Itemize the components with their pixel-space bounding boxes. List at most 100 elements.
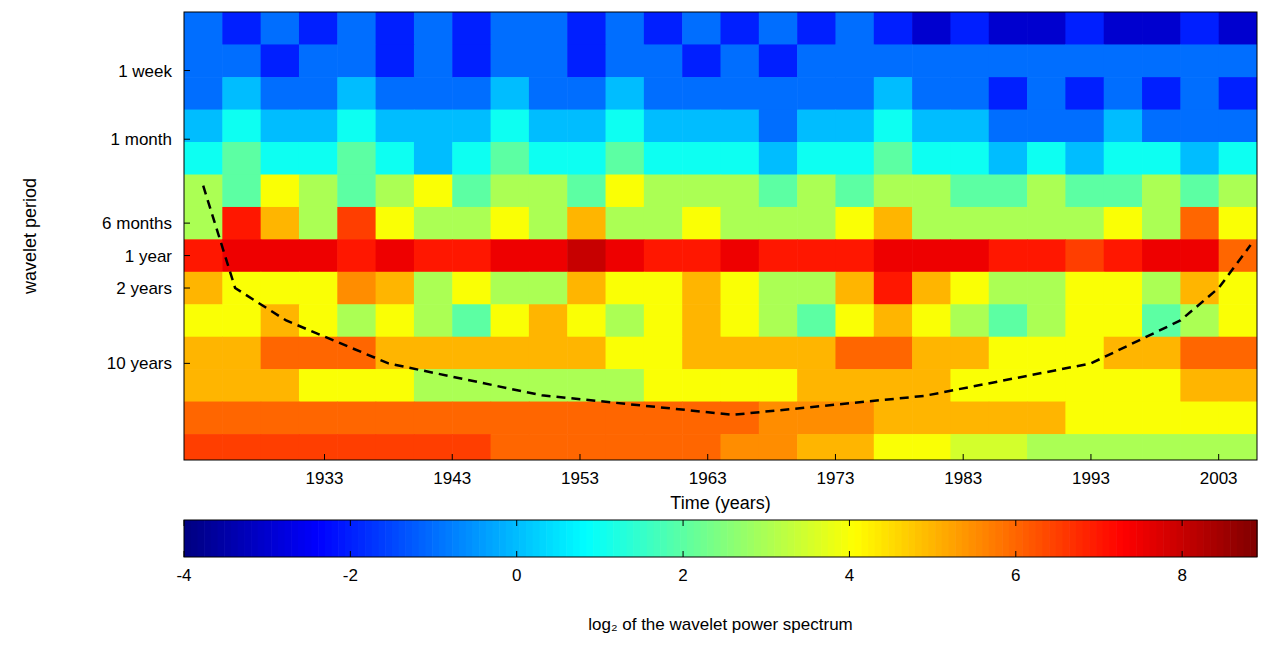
heat-cell [682,77,721,110]
heat-cell [299,272,338,305]
colorbar-step [881,520,888,557]
heat-cell [414,369,453,402]
colorbar-tick [683,551,684,557]
heat-cell [337,207,376,240]
heat-cell [644,142,683,175]
heat-cell [644,12,683,45]
colorbar-step [419,520,426,557]
colorbar-step [1083,520,1090,557]
colorbar-step [1036,520,1043,557]
colorbar-step [278,520,285,557]
colorbar-step [700,520,707,557]
heat-cell [184,12,223,45]
colorbar-step [1063,520,1070,557]
heat-cell [184,175,223,208]
heat-cell [989,402,1028,435]
x-tick [579,454,580,460]
heat-cell [721,207,760,240]
colorbar-step [875,520,882,557]
colorbar-step [1156,520,1163,557]
heat-cell [874,239,913,272]
heat-cell [874,77,913,110]
heat-cell [874,12,913,45]
heat-cell [414,77,453,110]
heat-cell [222,369,261,402]
heat-cell [452,402,491,435]
heat-cell [184,110,223,143]
heat-cell [721,239,760,272]
heat-cell [721,402,760,435]
heat-cell [261,77,300,110]
colorbar-step [1170,520,1177,557]
heat-cell [1180,402,1219,435]
y-tick-label: 10 years [107,354,172,373]
heat-cell [835,110,874,143]
heat-cell [797,142,836,175]
y-tick [184,363,190,364]
heat-cell [414,142,453,175]
y-tick [184,70,190,71]
x-axis-title: Time (years) [670,493,770,513]
x-tick-label: 1953 [561,469,599,488]
colorbar-step [1116,520,1123,557]
colorbar-step [935,520,942,557]
heat-cell [452,207,491,240]
heat-cell [644,175,683,208]
heat-cell [874,175,913,208]
heat-cell [721,337,760,370]
heat-cell [912,239,951,272]
colorbar-step [1009,520,1016,557]
colorbar-tick [849,520,850,526]
colorbar-step [586,520,593,557]
colorbar-step [1183,520,1190,557]
heat-cell [299,402,338,435]
heat-cell [452,369,491,402]
heat-cell [337,369,376,402]
heat-cell [184,44,223,77]
heat-cell [376,239,415,272]
heat-cell [1142,175,1181,208]
heat-cell [912,77,951,110]
colorbar-step [244,520,251,557]
colorbar-step [620,520,627,557]
colorbar-step [231,520,238,557]
colorbar-step [439,520,446,557]
colorbar-step [801,520,808,557]
heat-cell [491,142,530,175]
colorbar-step [1237,520,1244,557]
heat-cell [644,239,683,272]
heat-cell [299,337,338,370]
heat-cell [337,272,376,305]
heat-cell [376,12,415,45]
heat-cell [1065,142,1104,175]
heat-cell [529,207,568,240]
heat-cell [491,175,530,208]
cone-of-influence [203,186,1250,415]
heat-cell [261,142,300,175]
heat-cell [1219,272,1257,305]
heat-cell [950,207,989,240]
heat-cell [1104,77,1143,110]
heat-cell [797,110,836,143]
heat-cell [222,175,261,208]
colorbar-step [1049,520,1056,557]
heat-cell [222,304,261,337]
heat-cell [1065,44,1104,77]
colorbar-step [533,520,540,557]
heat-cell [759,175,798,208]
heat-cell [989,434,1028,460]
heat-cell [606,207,645,240]
heat-cell [721,44,760,77]
heat-cell [1027,142,1066,175]
heat-cell [874,44,913,77]
colorbar-step [459,520,466,557]
colorbar-step [332,520,339,557]
colorbar-step [291,520,298,557]
colorbar-tick [1182,520,1183,526]
colorbar-step [238,520,245,557]
heat-cell [759,142,798,175]
heat-cell [989,207,1028,240]
heat-cell [606,239,645,272]
colorbar-step [1056,520,1063,557]
heat-cell [835,304,874,337]
